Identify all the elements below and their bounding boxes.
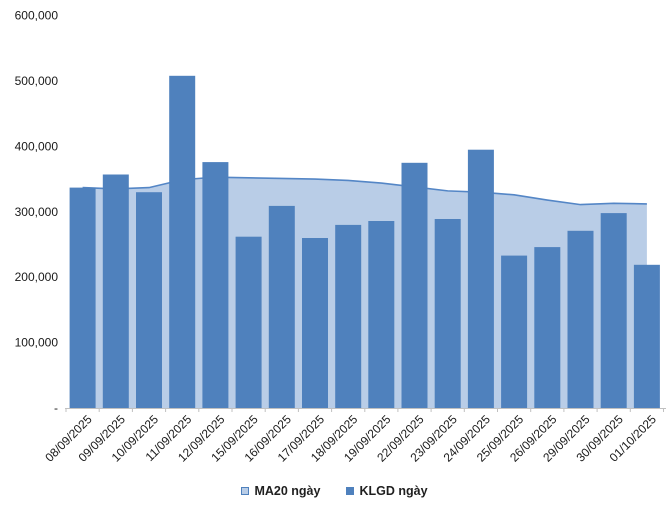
volume-bar xyxy=(368,221,395,408)
volume-bar xyxy=(501,255,528,408)
y-axis-label: 200,000 xyxy=(15,270,59,284)
volume-bar xyxy=(534,247,561,408)
volume-bar xyxy=(202,162,229,408)
volume-bar xyxy=(401,162,428,409)
ma20-legend-swatch xyxy=(241,487,250,495)
volume-bar xyxy=(268,205,295,408)
ma20-legend-label: MA20 ngày xyxy=(254,483,321,498)
volume-bar xyxy=(235,236,262,408)
y-axis-label: 400,000 xyxy=(15,139,59,153)
y-axis-label: 300,000 xyxy=(15,205,59,219)
y-axis-label: - xyxy=(54,401,58,415)
volume-bar xyxy=(633,264,660,408)
legend-item-klgd: KLGD ngày xyxy=(346,483,428,498)
volume-bar xyxy=(567,230,594,408)
y-axis-label: 100,000 xyxy=(15,336,59,350)
chart-legend: MA20 ngày KLGD ngày xyxy=(0,482,669,500)
volume-bar xyxy=(335,224,362,408)
ma20-area xyxy=(82,177,647,408)
y-axis-label: 500,000 xyxy=(15,74,59,88)
legend-item-ma20: MA20 ngày xyxy=(241,485,320,498)
volume-bar xyxy=(467,149,494,408)
volume-bar xyxy=(600,213,627,408)
volume-bar xyxy=(69,187,96,408)
volume-bar xyxy=(102,174,129,408)
klgd-legend-label: KLGD ngày xyxy=(359,483,428,498)
klgd-legend-swatch xyxy=(346,487,355,495)
volume-bar xyxy=(302,238,328,408)
y-axis-label: 600,000 xyxy=(15,9,59,23)
volume-bar xyxy=(434,219,461,408)
volume-bar xyxy=(136,192,162,408)
volume-bar xyxy=(169,75,196,409)
